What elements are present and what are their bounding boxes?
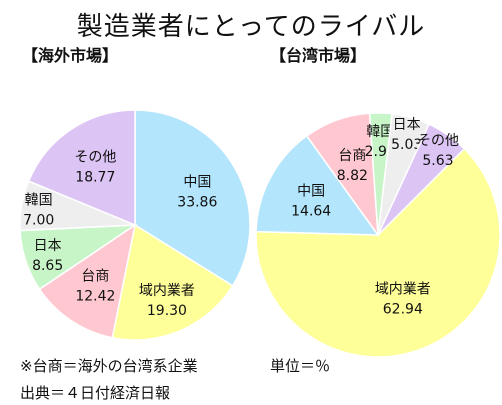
unit-label: 単位＝％ [270,357,331,375]
taiwan-slice-value-4: 5.03 [391,137,422,153]
taiwan-slice-5 [377,123,466,236]
taiwan-slice-1 [255,134,380,236]
footnote: ※台商＝海外の台湾系企業 [20,357,198,375]
taiwan-chart-title: 【台湾市場】 [270,46,367,65]
taiwan-slice-label-0: 域内業者 [375,281,431,297]
taiwan-slice-label-2: 台商 [338,148,366,164]
taiwan-slice-value-2: 8.82 [337,168,368,184]
overseas-slice-label-5: その他 [74,150,116,166]
source-note: 出典＝４日付経済日報 [20,384,171,402]
overseas-slice-value-4: 7.00 [23,212,54,228]
overseas-slice-value-5: 18.77 [75,170,115,186]
overseas-slice-value-2: 12.42 [75,288,115,304]
overseas-slice-label-1: 域内業者 [139,283,195,299]
taiwan-slice-0 [255,147,501,358]
taiwan-slice-label-4: 日本 [393,117,421,133]
taiwan-slice-label-5: その他 [417,133,459,149]
overseas-slice-1 [111,223,234,341]
overseas-slice-2 [38,223,137,339]
taiwan-slice-value-5: 5.63 [422,153,453,169]
taiwan-slice-value-1: 14.64 [291,204,331,220]
taiwan-slice-label-3: 韓国 [366,124,394,140]
overseas-slice-5 [27,109,136,227]
overseas-slice-label-0: 中国 [183,174,211,190]
overseas-slice-label-2: 台商 [81,268,109,284]
overseas-slice-label-3: 日本 [34,238,62,254]
overseas-slice-value-0: 33.86 [177,194,217,210]
overseas-chart-title: 【海外市場】 [22,46,119,65]
taiwan-slice-value-0: 62.94 [383,301,423,317]
overseas-slice-label-4: 韓国 [25,192,53,208]
overseas-slice-0 [134,109,251,287]
overseas-slice-value-3: 8.65 [32,258,63,274]
taiwan-slice-label-1: 中国 [297,184,325,200]
overseas-slice-value-1: 19.30 [147,303,187,319]
main-title: 製造業者にとってのライバル [76,12,426,42]
